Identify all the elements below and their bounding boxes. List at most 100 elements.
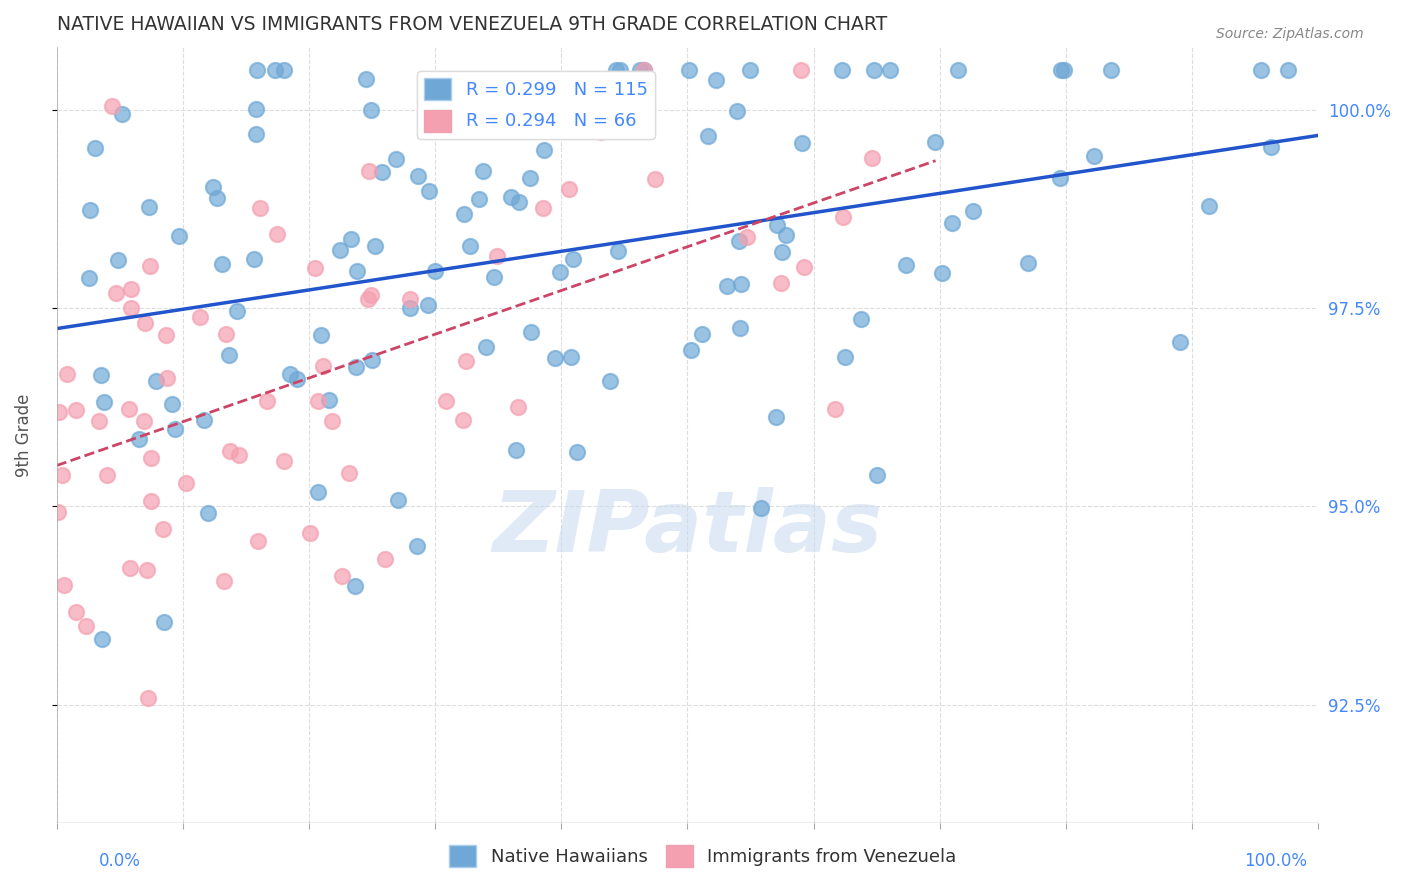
Point bbox=[356, 72, 378, 87]
Point bbox=[134, 413, 156, 427]
Text: 100.0%: 100.0% bbox=[1244, 852, 1308, 870]
Point bbox=[197, 507, 219, 521]
Point bbox=[398, 301, 420, 316]
Point bbox=[931, 266, 953, 280]
Point bbox=[558, 182, 581, 196]
Point bbox=[120, 561, 142, 575]
Point bbox=[346, 264, 368, 278]
Point bbox=[155, 328, 177, 343]
Point bbox=[644, 172, 666, 186]
Point bbox=[924, 136, 946, 150]
Point bbox=[387, 493, 409, 508]
Point bbox=[205, 191, 228, 205]
Point bbox=[344, 578, 367, 592]
Point bbox=[79, 202, 101, 217]
Point bbox=[716, 278, 738, 293]
Point bbox=[567, 444, 589, 458]
Point bbox=[472, 164, 495, 178]
Y-axis label: 9th Grade: 9th Grade bbox=[15, 393, 32, 476]
Point bbox=[793, 260, 815, 275]
Point bbox=[1017, 256, 1039, 270]
Point bbox=[245, 127, 267, 141]
Point bbox=[53, 578, 76, 592]
Point bbox=[266, 227, 288, 242]
Point bbox=[360, 103, 382, 117]
Point bbox=[790, 136, 813, 151]
Point bbox=[340, 232, 363, 246]
Point bbox=[174, 476, 197, 491]
Point bbox=[202, 180, 225, 194]
Point bbox=[834, 350, 856, 364]
Point bbox=[460, 238, 482, 252]
Point bbox=[1049, 63, 1071, 78]
Point bbox=[243, 252, 266, 266]
Point bbox=[690, 326, 713, 341]
Text: Source: ZipAtlas.com: Source: ZipAtlas.com bbox=[1216, 27, 1364, 41]
Point bbox=[75, 619, 97, 633]
Point bbox=[307, 393, 329, 408]
Point bbox=[111, 106, 134, 120]
Point bbox=[589, 124, 612, 138]
Point bbox=[894, 258, 917, 272]
Point bbox=[264, 63, 287, 78]
Point bbox=[318, 392, 340, 407]
Point bbox=[226, 304, 249, 318]
Point bbox=[1083, 149, 1105, 163]
Point bbox=[832, 210, 855, 224]
Point bbox=[849, 312, 872, 326]
Point bbox=[862, 151, 884, 165]
Point bbox=[278, 367, 301, 381]
Point bbox=[120, 301, 142, 315]
Point bbox=[423, 263, 446, 277]
Point bbox=[831, 63, 853, 78]
Point bbox=[765, 410, 787, 425]
Point bbox=[160, 397, 183, 411]
Point bbox=[962, 203, 984, 218]
Point bbox=[219, 444, 242, 458]
Point bbox=[139, 260, 162, 274]
Point bbox=[482, 270, 505, 285]
Point bbox=[65, 605, 87, 619]
Point bbox=[453, 206, 475, 220]
Point bbox=[399, 292, 422, 306]
Point bbox=[321, 414, 343, 428]
Point bbox=[307, 484, 329, 499]
Point bbox=[145, 374, 167, 388]
Text: ZIPatlas: ZIPatlas bbox=[492, 487, 883, 570]
Point bbox=[609, 63, 631, 78]
Point bbox=[456, 354, 478, 368]
Point bbox=[87, 414, 110, 428]
Point bbox=[360, 288, 382, 302]
Point bbox=[93, 395, 115, 409]
Point bbox=[678, 63, 700, 78]
Point bbox=[84, 141, 107, 155]
Point bbox=[948, 63, 970, 78]
Point bbox=[107, 252, 129, 267]
Point bbox=[1053, 63, 1076, 78]
Point bbox=[725, 104, 748, 119]
Point bbox=[406, 169, 429, 184]
Point bbox=[468, 192, 491, 206]
Point bbox=[599, 375, 621, 389]
Point bbox=[139, 450, 162, 465]
Point bbox=[46, 505, 69, 519]
Point bbox=[405, 540, 427, 554]
Point bbox=[1049, 170, 1071, 185]
Point bbox=[418, 297, 440, 311]
Point bbox=[245, 103, 267, 117]
Point bbox=[357, 292, 380, 306]
Point bbox=[188, 310, 211, 324]
Point bbox=[769, 276, 792, 290]
Point bbox=[136, 563, 159, 577]
Point bbox=[136, 691, 159, 706]
Point bbox=[138, 200, 160, 214]
Point bbox=[770, 245, 793, 260]
Point bbox=[766, 218, 789, 232]
Point bbox=[508, 194, 530, 209]
Point bbox=[332, 569, 354, 583]
Point bbox=[344, 360, 367, 375]
Point bbox=[285, 372, 308, 386]
Point bbox=[606, 244, 628, 258]
Point bbox=[361, 352, 384, 367]
Point bbox=[134, 316, 156, 330]
